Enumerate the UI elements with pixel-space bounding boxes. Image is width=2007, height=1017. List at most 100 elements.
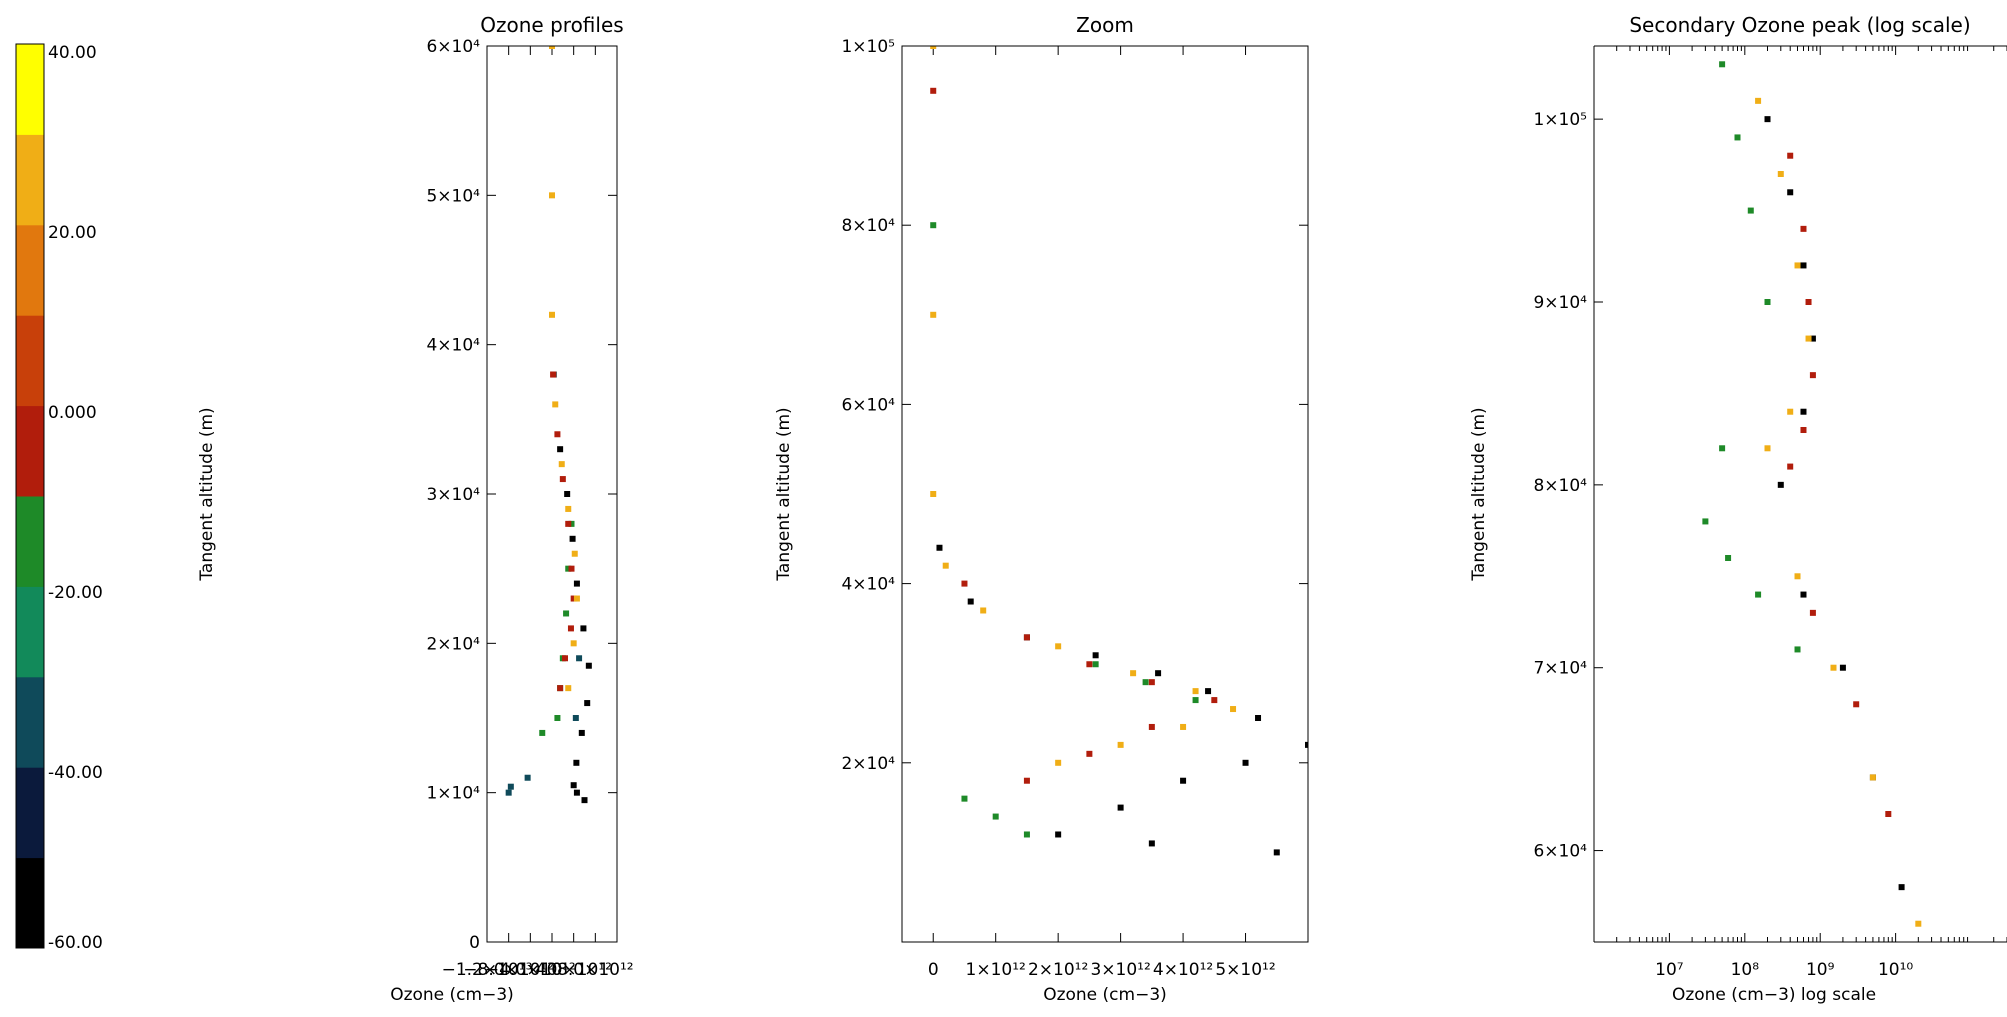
data-point xyxy=(1305,741,1308,748)
data-point xyxy=(1787,189,1794,196)
data-point xyxy=(1273,849,1280,856)
y-tick-label: 4×10⁴ xyxy=(426,336,480,356)
data-point xyxy=(1092,652,1099,659)
data-point xyxy=(1794,646,1801,653)
data-point xyxy=(1086,750,1093,757)
x-tick-label: 8.0×10¹² xyxy=(557,960,634,980)
data-point xyxy=(562,655,568,662)
data-point xyxy=(930,491,937,497)
data-point xyxy=(570,595,577,602)
panel-2-frame xyxy=(901,45,1309,943)
x-tick-label: −8.0×10¹² xyxy=(463,960,554,980)
data-point xyxy=(930,311,937,318)
data-point xyxy=(565,685,572,692)
data-point xyxy=(1755,591,1762,598)
x-tick-label: 3×10¹² xyxy=(1090,960,1150,980)
data-point xyxy=(1800,591,1807,598)
data-point xyxy=(1764,116,1771,123)
data-point xyxy=(559,476,566,483)
y-tick-label: 6×10⁴ xyxy=(841,395,895,415)
x-tick-label: 10⁹ xyxy=(1806,960,1835,980)
data-point xyxy=(967,598,974,605)
data-point xyxy=(1148,723,1155,730)
data-point xyxy=(565,505,572,512)
y-tick-label: 0 xyxy=(469,933,480,953)
data-point xyxy=(1853,701,1860,708)
data-point xyxy=(568,565,575,572)
data-point xyxy=(507,783,514,790)
data-point xyxy=(1155,670,1162,677)
data-point xyxy=(1255,715,1262,721)
panel-1-title: Ozone profiles xyxy=(480,13,623,37)
data-point xyxy=(576,655,583,662)
data-point xyxy=(1086,661,1093,668)
panel-3-ticks: 6×10⁴ 7×10⁴ 8×10⁴ 9×10⁴ 1×10⁵ 10⁷ 10⁸ 10⁹ 10¹⁰ xyxy=(1533,46,2007,980)
data-point xyxy=(1755,97,1762,104)
data-point xyxy=(1230,706,1237,713)
data-point xyxy=(1915,920,1922,927)
colorbar-block xyxy=(16,676,44,768)
x-tick-label: 4.0×10¹² xyxy=(535,960,612,980)
data-point xyxy=(1148,679,1155,686)
data-point xyxy=(1809,335,1816,342)
data-point xyxy=(930,222,937,229)
colorbar-block xyxy=(16,134,44,226)
data-point xyxy=(1787,463,1794,470)
x-tick-label: 4×10¹² xyxy=(1153,960,1213,980)
panel-3-ylabel: Tangent altitude (m) xyxy=(1469,407,1489,581)
x-tick-label: −4.0×10¹² xyxy=(485,960,576,980)
y-tick-label: 2×10⁴ xyxy=(841,754,895,774)
data-point xyxy=(1800,262,1807,269)
data-point xyxy=(568,520,575,527)
data-point xyxy=(1800,427,1807,433)
data-point xyxy=(1839,664,1846,671)
data-point xyxy=(936,544,943,551)
y-tick-label: 2×10⁴ xyxy=(426,634,480,654)
data-point xyxy=(570,782,577,789)
data-point xyxy=(565,565,572,572)
panel-secondary-peak: Secondary Ozone peak (log scale) 6×10⁴ 7×… xyxy=(1469,13,2007,1005)
data-point xyxy=(1809,372,1816,379)
data-point xyxy=(1023,831,1030,838)
panel-2-title: Zoom xyxy=(1076,13,1134,37)
x-tick-label: 2×10¹² xyxy=(1028,960,1088,980)
data-point xyxy=(580,625,587,632)
data-point xyxy=(1764,299,1771,305)
data-point xyxy=(1734,134,1741,141)
data-point xyxy=(578,729,585,736)
data-point xyxy=(1777,171,1784,177)
data-point xyxy=(1055,831,1062,838)
y-tick-label: 5×10⁴ xyxy=(426,186,480,206)
data-point xyxy=(563,610,570,617)
panel-ozone-profiles: Ozone profiles 0 1×10⁴ 2×10⁴ 3×10⁴ 4×10⁴ 5×10… xyxy=(197,13,634,1005)
x-tick-label: 0 xyxy=(928,960,939,980)
y-tick-label: 1×10⁵ xyxy=(841,37,895,57)
colorbar-tick-5: -60.00 xyxy=(48,933,103,953)
data-point xyxy=(930,46,937,49)
data-point xyxy=(549,46,555,49)
data-point xyxy=(1830,664,1837,671)
y-tick-label: 9×10⁴ xyxy=(1533,293,1587,313)
colorbar-block xyxy=(16,405,44,497)
y-tick-label: 3×10⁴ xyxy=(426,485,480,505)
y-tick-label: 1×10⁴ xyxy=(426,784,480,804)
data-point xyxy=(1023,634,1030,641)
x-tick-label: 10¹⁰ xyxy=(1878,960,1913,980)
x-tick-label: 10⁸ xyxy=(1731,960,1760,980)
data-point xyxy=(1192,688,1199,695)
colorbar-block xyxy=(16,496,44,587)
y-tick-label: 6×10⁴ xyxy=(426,37,480,57)
panel-1-ticks: 0 1×10⁴ 2×10⁴ 3×10⁴ 4×10⁴ 5×10⁴ 6×10⁴ −1.2×10¹³… xyxy=(426,37,633,980)
data-point xyxy=(1787,408,1794,415)
panel-3-xlabel: Ozone (cm−3) log scale xyxy=(1672,985,1876,1005)
data-point xyxy=(1898,884,1905,891)
panel-2-points xyxy=(930,46,1308,856)
colorbar-block xyxy=(16,767,44,859)
data-point xyxy=(930,87,937,94)
data-point xyxy=(549,192,555,199)
data-point xyxy=(565,520,572,527)
data-point xyxy=(1747,207,1754,214)
data-point xyxy=(570,640,577,647)
x-tick-label: −1.2×10¹³ xyxy=(442,960,533,980)
data-point xyxy=(1142,679,1149,686)
